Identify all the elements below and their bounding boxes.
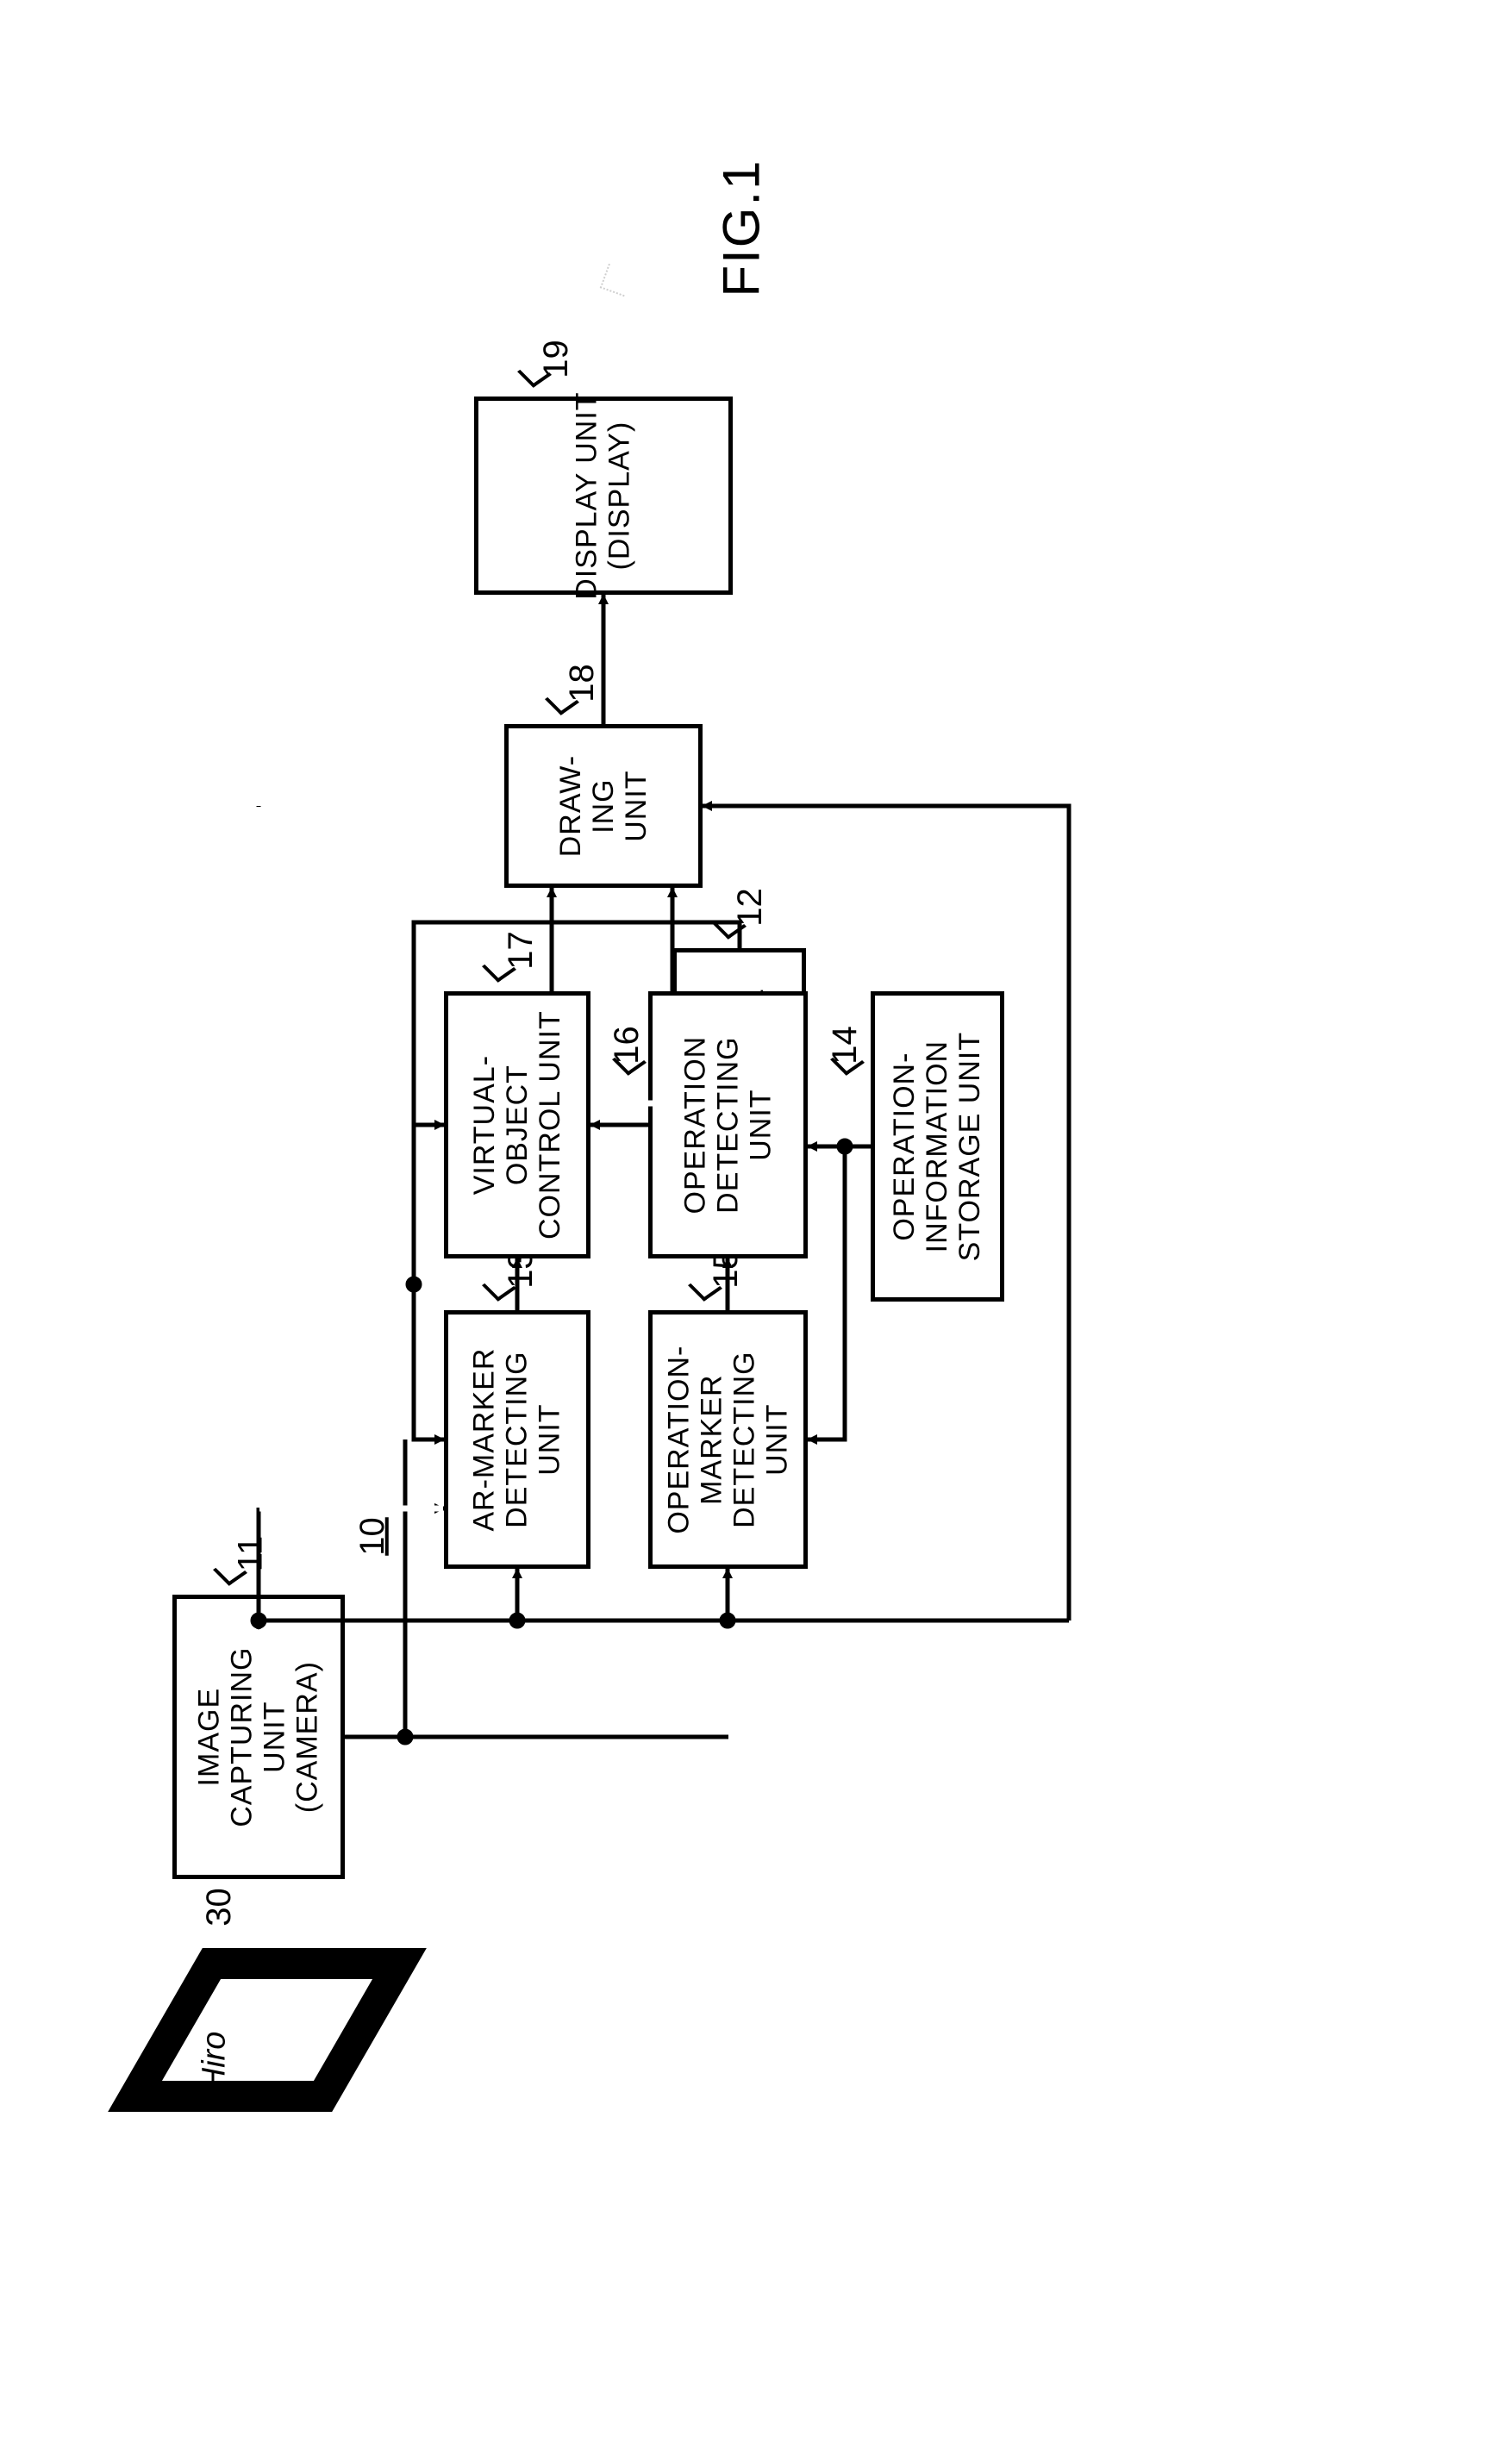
- page: FIG.1 10 Hiro 30 IMAGE CAPTURING UNIT (C…: [0, 0, 1512, 2448]
- figure-title: FIG.1: [712, 159, 772, 297]
- diagram-stage: 10 Hiro 30 IMAGE CAPTURING UNIT (CAMERA)…: [121, 328, 1414, 2224]
- stray-mark: [600, 264, 633, 297]
- diagram-wires: [121, 328, 1414, 2224]
